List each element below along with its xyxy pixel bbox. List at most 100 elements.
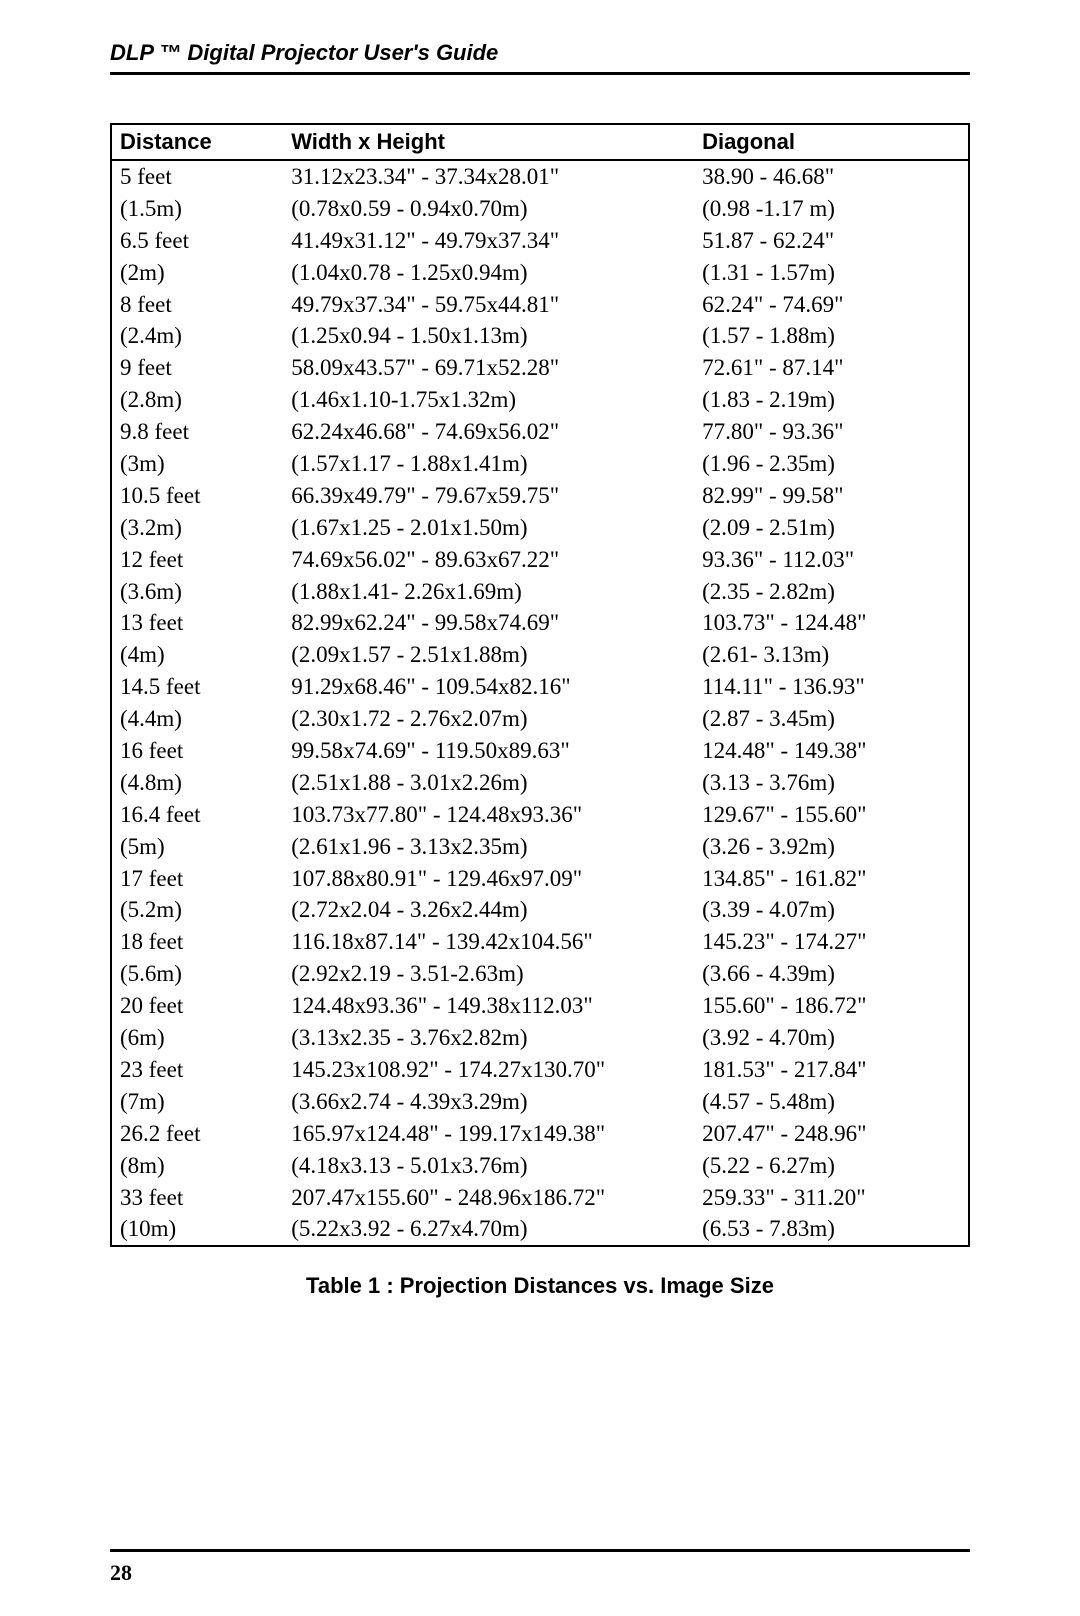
- cell-width-height: (1.67x1.25 - 2.01x1.50m): [283, 512, 694, 544]
- col-distance: Distance: [112, 125, 283, 160]
- cell-distance: (3.2m): [112, 512, 283, 544]
- cell-diagonal: (2.35 - 2.82m): [694, 576, 968, 608]
- cell-distance: 12 feet: [112, 544, 283, 576]
- cell-diagonal: 145.23" - 174.27": [694, 926, 968, 958]
- cell-width-height: 145.23x108.92" - 174.27x130.70": [283, 1054, 694, 1086]
- cell-width-height: (2.09x1.57 - 2.51x1.88m): [283, 639, 694, 671]
- cell-diagonal: (6.53 - 7.83m): [694, 1213, 968, 1245]
- cell-diagonal: 124.48" - 149.38": [694, 735, 968, 767]
- cell-width-height: (2.61x1.96 - 3.13x2.35m): [283, 831, 694, 863]
- cell-width-height: (1.04x0.78 - 1.25x0.94m): [283, 257, 694, 289]
- cell-width-height: 49.79x37.34" - 59.75x44.81": [283, 289, 694, 321]
- table-row: 23 feet145.23x108.92" - 174.27x130.70"18…: [112, 1054, 968, 1086]
- cell-distance: (2.4m): [112, 320, 283, 352]
- table-row: 12 feet74.69x56.02" - 89.63x67.22"93.36"…: [112, 544, 968, 576]
- cell-distance: 13 feet: [112, 607, 283, 639]
- cell-diagonal: 72.61" - 87.14": [694, 352, 968, 384]
- cell-distance: 6.5 feet: [112, 225, 283, 257]
- cell-width-height: (1.46x1.10-1.75x1.32m): [283, 384, 694, 416]
- cell-distance: (1.5m): [112, 193, 283, 225]
- cell-width-height: (1.57x1.17 - 1.88x1.41m): [283, 448, 694, 480]
- cell-diagonal: (3.13 - 3.76m): [694, 767, 968, 799]
- page-number: 28: [110, 1560, 132, 1585]
- cell-diagonal: (3.92 - 4.70m): [694, 1022, 968, 1054]
- cell-diagonal: (1.31 - 1.57m): [694, 257, 968, 289]
- table-row: (2.8m)(1.46x1.10-1.75x1.32m)(1.83 - 2.19…: [112, 384, 968, 416]
- cell-diagonal: 114.11" - 136.93": [694, 671, 968, 703]
- table-row: (5.2m)(2.72x2.04 - 3.26x2.44m)(3.39 - 4.…: [112, 894, 968, 926]
- cell-distance: 9 feet: [112, 352, 283, 384]
- page-footer: 28: [110, 1549, 970, 1586]
- table-row: 33 feet207.47x155.60" - 248.96x186.72"25…: [112, 1182, 968, 1214]
- table-row: 20 feet124.48x93.36" - 149.38x112.03"155…: [112, 990, 968, 1022]
- cell-distance: 18 feet: [112, 926, 283, 958]
- cell-width-height: 107.88x80.91" - 129.46x97.09": [283, 863, 694, 895]
- cell-distance: 20 feet: [112, 990, 283, 1022]
- cell-diagonal: (5.22 - 6.27m): [694, 1150, 968, 1182]
- cell-distance: (8m): [112, 1150, 283, 1182]
- cell-distance: (5m): [112, 831, 283, 863]
- table-body: 5 feet31.12x23.34" - 37.34x28.01"38.90 -…: [112, 160, 968, 1245]
- cell-distance: (5.6m): [112, 958, 283, 990]
- cell-distance: (3m): [112, 448, 283, 480]
- table-row: 13 feet82.99x62.24" - 99.58x74.69"103.73…: [112, 607, 968, 639]
- cell-width-height: 91.29x68.46" - 109.54x82.16": [283, 671, 694, 703]
- table-row: (10m)(5.22x3.92 - 6.27x4.70m)(6.53 - 7.8…: [112, 1213, 968, 1245]
- cell-distance: (4m): [112, 639, 283, 671]
- cell-width-height: (5.22x3.92 - 6.27x4.70m): [283, 1213, 694, 1245]
- table-row: (4.4m)(2.30x1.72 - 2.76x2.07m)(2.87 - 3.…: [112, 703, 968, 735]
- cell-width-height: (1.25x0.94 - 1.50x1.13m): [283, 320, 694, 352]
- page: DLP ™ Digital Projector User's Guide Dis…: [0, 0, 1080, 1616]
- projection-table: Distance Width x Height Diagonal 5 feet3…: [112, 125, 968, 1245]
- table-row: (6m)(3.13x2.35 - 3.76x2.82m)(3.92 - 4.70…: [112, 1022, 968, 1054]
- cell-distance: (3.6m): [112, 576, 283, 608]
- cell-diagonal: (3.66 - 4.39m): [694, 958, 968, 990]
- projection-table-wrap: Distance Width x Height Diagonal 5 feet3…: [110, 123, 970, 1247]
- cell-diagonal: (2.87 - 3.45m): [694, 703, 968, 735]
- cell-diagonal: (2.61- 3.13m): [694, 639, 968, 671]
- cell-width-height: (2.51x1.88 - 3.01x2.26m): [283, 767, 694, 799]
- table-row: (2.4m)(1.25x0.94 - 1.50x1.13m)(1.57 - 1.…: [112, 320, 968, 352]
- cell-width-height: 82.99x62.24" - 99.58x74.69": [283, 607, 694, 639]
- table-row: 16 feet99.58x74.69" - 119.50x89.63"124.4…: [112, 735, 968, 767]
- cell-diagonal: (1.83 - 2.19m): [694, 384, 968, 416]
- table-row: (8m)(4.18x3.13 - 5.01x3.76m)(5.22 - 6.27…: [112, 1150, 968, 1182]
- table-row: (2m)(1.04x0.78 - 1.25x0.94m)(1.31 - 1.57…: [112, 257, 968, 289]
- cell-diagonal: 38.90 - 46.68": [694, 160, 968, 193]
- cell-diagonal: (0.98 -1.17 m): [694, 193, 968, 225]
- cell-distance: (10m): [112, 1213, 283, 1245]
- cell-distance: 33 feet: [112, 1182, 283, 1214]
- cell-diagonal: 155.60" - 186.72": [694, 990, 968, 1022]
- cell-distance: 16 feet: [112, 735, 283, 767]
- table-row: 5 feet31.12x23.34" - 37.34x28.01"38.90 -…: [112, 160, 968, 193]
- cell-distance: (6m): [112, 1022, 283, 1054]
- cell-diagonal: 207.47" - 248.96": [694, 1118, 968, 1150]
- cell-distance: (5.2m): [112, 894, 283, 926]
- cell-diagonal: (2.09 - 2.51m): [694, 512, 968, 544]
- cell-diagonal: (1.96 - 2.35m): [694, 448, 968, 480]
- cell-diagonal: (1.57 - 1.88m): [694, 320, 968, 352]
- table-row: 14.5 feet91.29x68.46" - 109.54x82.16"114…: [112, 671, 968, 703]
- cell-width-height: 124.48x93.36" - 149.38x112.03": [283, 990, 694, 1022]
- cell-distance: 14.5 feet: [112, 671, 283, 703]
- col-width-height: Width x Height: [283, 125, 694, 160]
- cell-width-height: 74.69x56.02" - 89.63x67.22": [283, 544, 694, 576]
- cell-distance: (4.8m): [112, 767, 283, 799]
- table-caption: Table 1 : Projection Distances vs. Image…: [110, 1273, 970, 1299]
- cell-width-height: (3.66x2.74 - 4.39x3.29m): [283, 1086, 694, 1118]
- table-row: 16.4 feet103.73x77.80" - 124.48x93.36"12…: [112, 799, 968, 831]
- cell-diagonal: 77.80" - 93.36": [694, 416, 968, 448]
- cell-distance: 9.8 feet: [112, 416, 283, 448]
- cell-distance: (7m): [112, 1086, 283, 1118]
- cell-distance: 26.2 feet: [112, 1118, 283, 1150]
- cell-width-height: (1.88x1.41- 2.26x1.69m): [283, 576, 694, 608]
- cell-width-height: 58.09x43.57" - 69.71x52.28": [283, 352, 694, 384]
- cell-diagonal: (3.39 - 4.07m): [694, 894, 968, 926]
- cell-diagonal: 181.53" - 217.84": [694, 1054, 968, 1086]
- cell-diagonal: (3.26 - 3.92m): [694, 831, 968, 863]
- table-row: (3m)(1.57x1.17 - 1.88x1.41m)(1.96 - 2.35…: [112, 448, 968, 480]
- table-row: (4m)(2.09x1.57 - 2.51x1.88m)(2.61- 3.13m…: [112, 639, 968, 671]
- table-row: 26.2 feet165.97x124.48" - 199.17x149.38"…: [112, 1118, 968, 1150]
- table-row: (3.2m)(1.67x1.25 - 2.01x1.50m)(2.09 - 2.…: [112, 512, 968, 544]
- cell-width-height: 165.97x124.48" - 199.17x149.38": [283, 1118, 694, 1150]
